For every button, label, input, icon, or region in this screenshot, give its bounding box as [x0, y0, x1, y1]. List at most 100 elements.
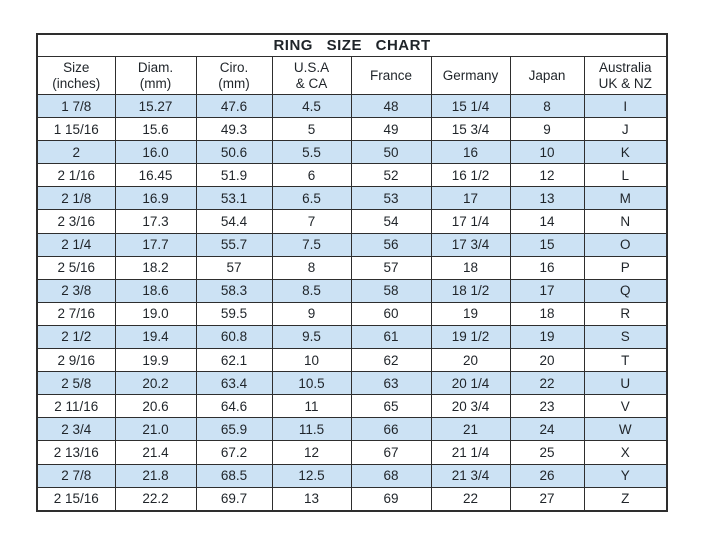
- cell: 18: [509, 301, 585, 326]
- cell: 10: [509, 140, 585, 165]
- cell: 21.4: [114, 440, 197, 465]
- cell: 1 7/8: [36, 93, 116, 119]
- cell: W: [583, 417, 668, 442]
- cell: 65: [350, 394, 432, 419]
- cell: 20 3/4: [430, 394, 511, 419]
- cell: 15.27: [114, 93, 197, 119]
- cell: 8.5: [271, 278, 352, 303]
- cell: 4.5: [271, 93, 352, 119]
- cell: N: [583, 209, 668, 234]
- cell: 52: [350, 163, 432, 188]
- cell: 17.7: [114, 232, 197, 257]
- table-row: 2 3/16 17.3 54.4 7 54 17 1/4 14 N: [36, 209, 668, 234]
- cell: 58: [350, 278, 432, 303]
- cell: 2 9/16: [36, 348, 116, 373]
- cell: 50.6: [195, 140, 273, 165]
- cell: 2 3/4: [36, 417, 116, 442]
- cell: P: [583, 255, 668, 280]
- column-header-label: France: [369, 67, 413, 83]
- column-header-label: U.S.A: [293, 60, 330, 76]
- cell: X: [583, 440, 668, 465]
- column-header-sublabel: (mm): [218, 75, 250, 91]
- cell: 13: [509, 186, 585, 211]
- cell: I: [583, 93, 668, 119]
- cell: 9.5: [271, 324, 352, 350]
- cell: 54: [350, 209, 432, 234]
- cell: 53: [350, 186, 432, 211]
- cell: R: [583, 301, 668, 326]
- cell: 22.2: [114, 486, 197, 512]
- title-row: RING SIZE CHART: [36, 33, 668, 57]
- cell: 2 1/4: [36, 232, 116, 257]
- cell: 5.5: [271, 140, 352, 165]
- cell: 19: [509, 324, 585, 350]
- cell: 22: [509, 371, 585, 396]
- table-row: 2 1/8 16.9 53.1 6.5 53 17 13 M: [36, 186, 668, 211]
- cell: 15 1/4: [430, 93, 511, 119]
- cell: 68.5: [195, 463, 273, 488]
- cell: 15.6: [114, 117, 197, 142]
- column-header-size: Size (inches): [36, 56, 116, 95]
- cell: 2 1/16: [36, 163, 116, 188]
- cell: 56: [350, 232, 432, 257]
- cell: 50: [350, 140, 432, 165]
- chart-title: RING SIZE CHART: [36, 33, 668, 57]
- cell: 7.5: [271, 232, 352, 257]
- cell: T: [583, 348, 668, 373]
- cell: 18.2: [114, 255, 197, 280]
- cell: 63: [350, 371, 432, 396]
- column-header-japan: Japan: [509, 56, 585, 95]
- cell: 17 3/4: [430, 232, 511, 257]
- cell: 57: [350, 255, 432, 280]
- cell: V: [583, 394, 668, 419]
- ring-size-chart-table: RING SIZE CHART Size (inches) Diam. (mm) Cir…: [36, 33, 669, 512]
- column-header-label: Diam.: [137, 60, 174, 76]
- cell: 17 1/4: [430, 209, 511, 234]
- cell: 14: [509, 209, 585, 234]
- table-row: 1 7/8 15.27 47.6 4.5 48 15 1/4 8 I: [36, 93, 668, 119]
- column-header-label: Size: [63, 60, 90, 76]
- table-row: 2 7/8 21.8 68.5 12.5 68 21 3/4 26 Y: [36, 463, 668, 488]
- cell: 66: [350, 417, 432, 442]
- cell: 49.3: [195, 117, 273, 142]
- cell: 21: [430, 417, 511, 442]
- cell: 62: [350, 348, 432, 373]
- cell: 69: [350, 486, 432, 512]
- cell: 9: [509, 117, 585, 142]
- cell: 59.5: [195, 301, 273, 326]
- column-header-sublabel: (mm): [139, 75, 172, 91]
- cell: 54.4: [195, 209, 273, 234]
- column-header-label: Ciro.: [219, 60, 249, 76]
- cell: 15 3/4: [430, 117, 511, 142]
- column-header-sublabel: (inches): [52, 75, 101, 91]
- column-header-u-s-a: U.S.A & CA: [271, 56, 352, 95]
- cell: 65.9: [195, 417, 273, 442]
- cell: M: [583, 186, 668, 211]
- cell: 21.0: [114, 417, 197, 442]
- cell: 20: [509, 348, 585, 373]
- cell: 2 13/16: [36, 440, 116, 465]
- cell: 11.5: [271, 417, 352, 442]
- cell: Z: [583, 486, 668, 512]
- cell: O: [583, 232, 668, 257]
- header-row: Size (inches) Diam. (mm) Ciro. (mm) U.S.A & CA F…: [36, 56, 668, 95]
- cell: 18: [430, 255, 511, 280]
- cell: L: [583, 163, 668, 188]
- cell: 16: [509, 255, 585, 280]
- cell: 20 1/4: [430, 371, 511, 396]
- table-row: 2 5/8 20.2 63.4 10.5 63 20 1/4 22 U: [36, 371, 668, 396]
- table-head: RING SIZE CHART Size (inches) Diam. (mm) Cir…: [36, 33, 668, 95]
- cell: 68: [350, 463, 432, 488]
- cell: 60.8: [195, 324, 273, 350]
- cell: 17.3: [114, 209, 197, 234]
- table-row: 2 1/16 16.45 51.9 6 52 16 1/2 12 L: [36, 163, 668, 188]
- table-row: 2 15/16 22.2 69.7 13 69 22 27 Z: [36, 486, 668, 512]
- table-body: 1 7/8 15.27 47.6 4.5 48 15 1/4 8 I 1 15/16 15.6 49…: [36, 93, 668, 512]
- cell: 58.3: [195, 278, 273, 303]
- cell: 2 3/16: [36, 209, 116, 234]
- cell: 8: [509, 93, 585, 119]
- cell: 19: [430, 301, 511, 326]
- column-header-france: France: [350, 56, 432, 95]
- cell: U: [583, 371, 668, 396]
- cell: 21.8: [114, 463, 197, 488]
